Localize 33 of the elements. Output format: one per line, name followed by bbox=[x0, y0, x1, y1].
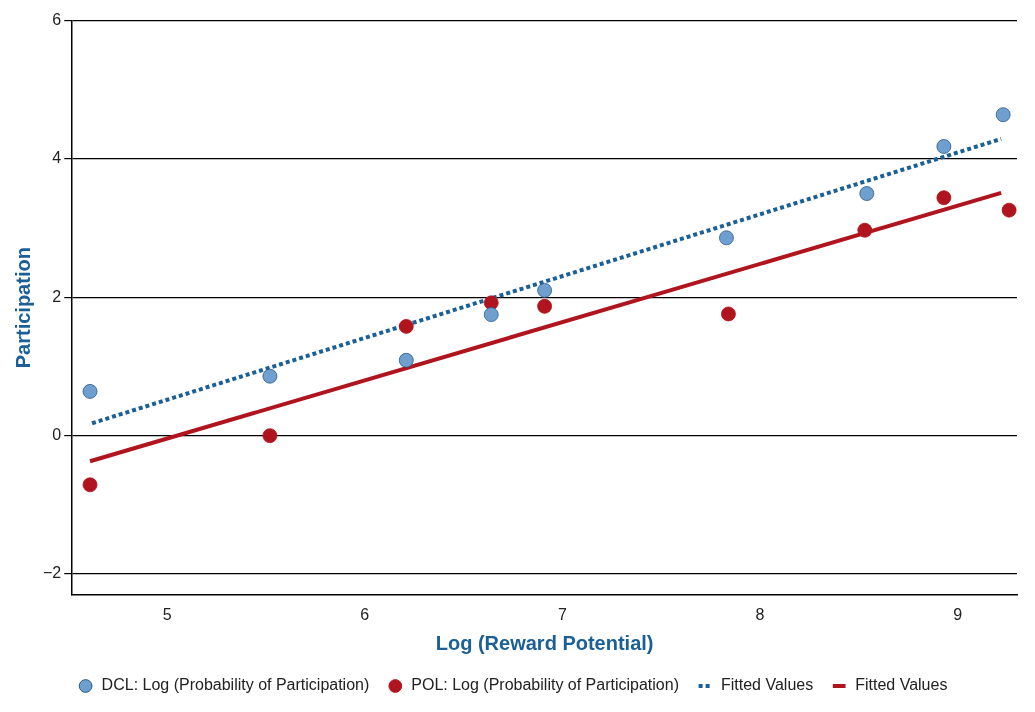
y-tick-label: 6 bbox=[52, 11, 62, 29]
point bbox=[398, 352, 414, 368]
point bbox=[936, 139, 952, 154]
x-tick-label: 6 bbox=[360, 605, 370, 623]
point bbox=[1001, 202, 1017, 218]
point bbox=[859, 186, 875, 201]
point bbox=[262, 368, 278, 384]
y-tick-label: 2 bbox=[52, 287, 62, 305]
legend-label: POL: Log (Probability of Participation) bbox=[411, 676, 679, 694]
point bbox=[82, 477, 98, 493]
point bbox=[483, 307, 499, 323]
point bbox=[721, 306, 736, 322]
point bbox=[398, 318, 414, 334]
point bbox=[857, 222, 873, 238]
point bbox=[537, 283, 553, 298]
legend-label: Fitted Values bbox=[855, 676, 948, 694]
x-tick-label: 7 bbox=[557, 605, 567, 623]
point bbox=[262, 428, 278, 444]
y-tick-label: 4 bbox=[52, 149, 62, 167]
legend-label: Fitted Values bbox=[720, 676, 814, 694]
x-axis-title: Log (Reward Potential) bbox=[435, 631, 654, 654]
point bbox=[719, 230, 734, 246]
y-tick-label: −2 bbox=[42, 564, 62, 582]
point bbox=[995, 107, 1011, 123]
x-tick-label: 8 bbox=[755, 605, 765, 623]
point bbox=[537, 298, 553, 314]
legend-label: DCL: Log (Probability of Participation) bbox=[101, 676, 370, 694]
point bbox=[82, 384, 98, 399]
y-tick-label: 0 bbox=[52, 426, 62, 444]
point bbox=[936, 190, 952, 206]
y-axis-title: Participation bbox=[11, 247, 34, 369]
x-tick-label: 5 bbox=[162, 605, 172, 623]
x-tick-label: 9 bbox=[953, 605, 963, 623]
